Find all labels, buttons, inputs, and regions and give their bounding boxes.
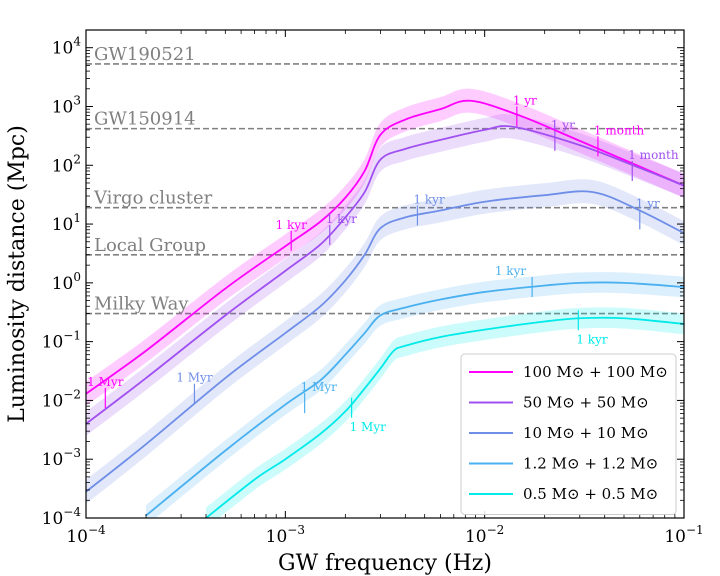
y-tick-label-6: 102: [52, 152, 81, 176]
y-tick-label-3-base: 10: [42, 333, 64, 353]
annotation-label-10: 1 Myr: [301, 380, 338, 394]
plot-frame: [85, 29, 685, 519]
y-tick-label-7-exp: 3: [73, 93, 81, 107]
x-tick-label-1-exp: −3: [287, 523, 305, 537]
y-tick-label-2-exp: −2: [63, 387, 81, 401]
reference-label-2: Virgo cluster: [93, 188, 213, 209]
series-lines: [86, 99, 684, 518]
annotation-label-13: 1 kyr: [576, 332, 608, 346]
annotation-label-0: 1 Myr: [87, 375, 124, 389]
series-line-2: [86, 190, 684, 493]
series-line-4: [205, 316, 684, 518]
series-line-3: [145, 281, 684, 517]
y-tick-label-0: 10−4: [42, 505, 82, 529]
y-tick-label-5-exp: 1: [73, 211, 81, 225]
reference-label-0: GW190521: [94, 44, 196, 65]
y-tick-label-5: 101: [52, 211, 81, 235]
y-tick-label-8: 104: [52, 35, 82, 59]
annotation-label-1: 1 kyr: [276, 218, 308, 232]
series-band-4: [206, 307, 684, 518]
y-tick-label-1: 10−3: [42, 446, 81, 470]
x-tick-label-0: 10−4: [66, 523, 106, 547]
x-tick-label-3-base: 10: [664, 527, 686, 547]
x-tick-label-1-base: 10: [266, 527, 288, 547]
y-tick-label-8-exp: 4: [73, 35, 81, 49]
y-tick-label-0-exp: −4: [63, 505, 81, 519]
annotation-label-7: 1 Myr: [176, 371, 213, 385]
annotation-label-12: 1 Myr: [350, 420, 387, 434]
y-tick-label-1-exp: −3: [63, 446, 81, 460]
legend-box: [460, 353, 677, 515]
y-tick-label-6-base: 10: [52, 156, 74, 176]
y-tick-label-1-base: 10: [42, 450, 64, 470]
annotation-label-2: 1 yr: [513, 93, 537, 107]
legend-label-4: 0.5 M⊙ + 0.5 M⊙: [523, 485, 658, 503]
annotation-label-3: 1 month: [594, 123, 645, 137]
y-tick-label-3: 10−1: [42, 329, 81, 353]
y-tick-label-0-base: 10: [42, 509, 64, 529]
axes: 10−4 10−3 10−2 10−110−410−310−210−110010110…: [5, 29, 704, 576]
y-tick-label-2-base: 10: [42, 391, 64, 411]
x-tick-label-3: 10−1: [664, 523, 703, 547]
y-tick-label-8-base: 10: [52, 39, 74, 59]
legend-label-3: 1.2 M⊙ + 1.2 M⊙: [523, 455, 658, 473]
reference-label-4: Milky Way: [94, 294, 189, 315]
y-tick-label-7-base: 10: [52, 97, 74, 117]
annotation-label-9: 1 yr: [636, 196, 660, 210]
x-axis-title: GW frequency (Hz): [278, 551, 492, 576]
legend-label-1: 50 M⊙ + 50 M⊙: [523, 394, 649, 412]
series-line-0: [86, 99, 684, 395]
x-tick-label-0-base: 10: [66, 527, 88, 547]
y-tick-label-2: 10−2: [42, 387, 81, 411]
x-tick-label-0-exp: −4: [88, 523, 106, 537]
annotation-label-4: 1 kyr: [326, 212, 358, 226]
annotation-label-5: 1 yr: [551, 118, 575, 132]
x-tick-label-2-base: 10: [465, 527, 487, 547]
annotation-label-11: 1 kyr: [495, 264, 527, 278]
time-annotations: GW190521 GW150914 Virgo cluster Local Group…: [87, 44, 679, 434]
series-line-1: [86, 125, 684, 425]
legend-label-2: 10 M⊙ + 10 M⊙: [523, 424, 649, 442]
y-tick-label-7: 103: [52, 93, 81, 117]
y-tick-label-5-base: 10: [52, 215, 74, 235]
annotation-label-6: 1 month: [628, 148, 679, 162]
legend-label-0: 100 M⊙ + 100 M⊙: [523, 363, 668, 381]
y-tick-label-3-exp: −1: [63, 329, 81, 343]
y-tick-label-6-exp: 2: [73, 152, 81, 166]
x-tick-label-2: 10−2: [465, 523, 504, 547]
annotation-label-8: 1 kyr: [413, 192, 445, 206]
y-tick-label-4-base: 10: [52, 274, 74, 294]
reference-label-3: Local Group: [94, 235, 206, 256]
legend: 100 M⊙ + 100 M⊙ 50 M⊙ + 50 M⊙ 10 M⊙ + 10 M…: [460, 353, 677, 515]
reference-label-1: GW150914: [94, 109, 196, 130]
x-tick-label-1: 10−3: [266, 523, 305, 547]
x-tick-label-2-exp: −2: [487, 523, 505, 537]
y-tick-label-4: 100: [52, 270, 81, 294]
y-axis-title: Luminosity distance (Mpc): [5, 125, 30, 423]
x-tick-label-3-exp: −1: [686, 523, 704, 537]
uncertainty-bands: [86, 88, 684, 518]
y-tick-label-4-exp: 0: [73, 270, 81, 284]
series-band-2: [86, 179, 684, 504]
